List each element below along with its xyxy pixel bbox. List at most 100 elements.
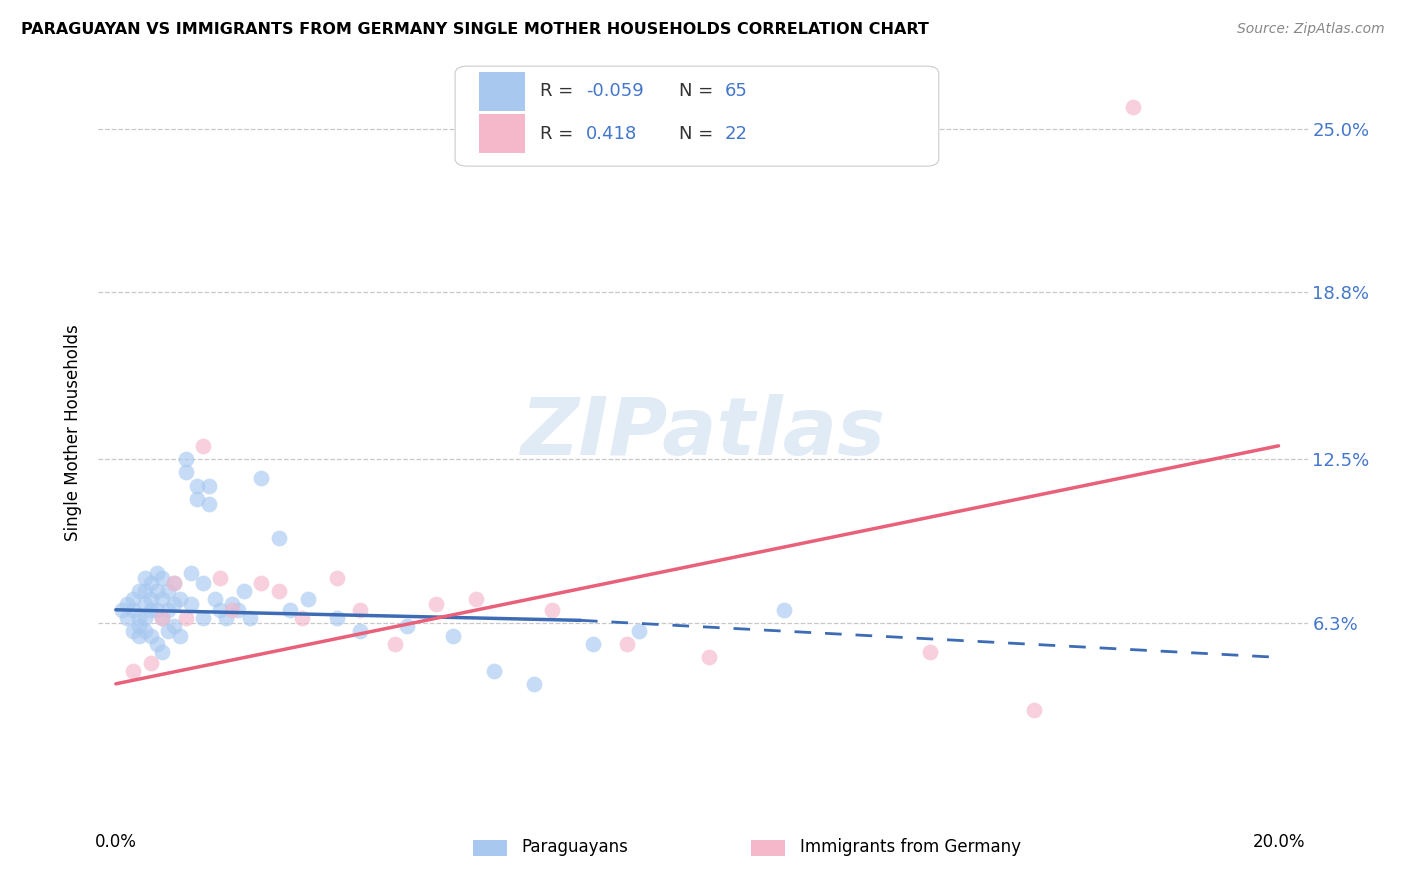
Point	[1024, 703, 1046, 717]
Point	[278, 603, 301, 617]
Text: N =: N =	[679, 125, 718, 143]
Point	[232, 584, 254, 599]
Point	[215, 611, 238, 625]
Point	[465, 592, 488, 607]
Point	[157, 624, 180, 638]
Point	[139, 629, 162, 643]
Point	[395, 618, 418, 632]
Point	[163, 576, 186, 591]
Point	[174, 611, 197, 625]
Point	[616, 637, 638, 651]
Point	[697, 650, 720, 665]
Point	[122, 592, 145, 607]
Point	[326, 611, 349, 625]
Point	[128, 611, 150, 625]
Text: 20.0%: 20.0%	[1253, 833, 1305, 851]
Point	[180, 566, 202, 580]
Point	[163, 598, 186, 612]
Point	[482, 664, 505, 678]
Point	[134, 611, 156, 625]
Point	[191, 576, 214, 591]
Point	[139, 592, 162, 607]
Point	[111, 603, 134, 617]
Point	[239, 611, 262, 625]
Point	[128, 629, 150, 643]
Text: Immigrants from Germany: Immigrants from Germany	[800, 838, 1021, 856]
Point	[773, 603, 796, 617]
Point	[139, 656, 162, 670]
Point	[297, 592, 319, 607]
Point	[226, 603, 249, 617]
Point	[150, 645, 173, 659]
Point	[209, 571, 232, 585]
Point	[250, 576, 273, 591]
Point	[1122, 100, 1144, 114]
Point	[134, 571, 156, 585]
Point	[139, 576, 162, 591]
FancyBboxPatch shape	[751, 840, 785, 856]
Point	[157, 603, 180, 617]
Point	[221, 603, 243, 617]
Point	[628, 624, 651, 638]
Point	[134, 584, 156, 599]
Point	[523, 677, 546, 691]
Text: 0.418: 0.418	[586, 125, 637, 143]
Point	[139, 603, 162, 617]
Point	[291, 611, 314, 625]
Point	[267, 532, 290, 546]
Point	[581, 637, 603, 651]
Point	[150, 611, 173, 625]
Point	[349, 624, 371, 638]
Point	[180, 598, 202, 612]
Point	[134, 598, 156, 612]
Point	[122, 624, 145, 638]
Text: R =: R =	[540, 82, 579, 100]
Point	[326, 571, 349, 585]
Point	[145, 637, 167, 651]
Point	[122, 603, 145, 617]
Point	[540, 603, 562, 617]
Point	[186, 491, 208, 506]
Text: -0.059: -0.059	[586, 82, 644, 100]
Point	[128, 584, 150, 599]
Text: 65: 65	[724, 82, 748, 100]
Point	[198, 497, 221, 511]
Point	[163, 618, 186, 632]
Point	[117, 611, 139, 625]
Text: ZIPatlas: ZIPatlas	[520, 393, 886, 472]
Point	[169, 629, 191, 643]
Point	[174, 465, 197, 479]
Point	[918, 645, 941, 659]
Point	[145, 584, 167, 599]
Point	[122, 664, 145, 678]
Point	[145, 603, 167, 617]
Point	[145, 566, 167, 580]
Point	[174, 452, 197, 467]
Point	[169, 592, 191, 607]
Point	[267, 584, 290, 599]
Y-axis label: Single Mother Households: Single Mother Households	[65, 325, 83, 541]
Point	[384, 637, 406, 651]
Point	[163, 576, 186, 591]
Point	[441, 629, 464, 643]
Point	[198, 478, 221, 492]
Point	[128, 618, 150, 632]
Point	[191, 439, 214, 453]
Point	[209, 603, 232, 617]
Point	[150, 592, 173, 607]
Point	[150, 611, 173, 625]
Point	[134, 624, 156, 638]
Text: R =: R =	[540, 125, 579, 143]
Text: Source: ZipAtlas.com: Source: ZipAtlas.com	[1237, 22, 1385, 37]
Point	[204, 592, 226, 607]
Point	[425, 598, 447, 612]
FancyBboxPatch shape	[479, 114, 526, 153]
Point	[221, 598, 243, 612]
Text: Paraguayans: Paraguayans	[522, 838, 628, 856]
FancyBboxPatch shape	[479, 72, 526, 111]
Point	[150, 571, 173, 585]
FancyBboxPatch shape	[474, 840, 508, 856]
Point	[349, 603, 371, 617]
Text: 22: 22	[724, 125, 748, 143]
Point	[186, 478, 208, 492]
